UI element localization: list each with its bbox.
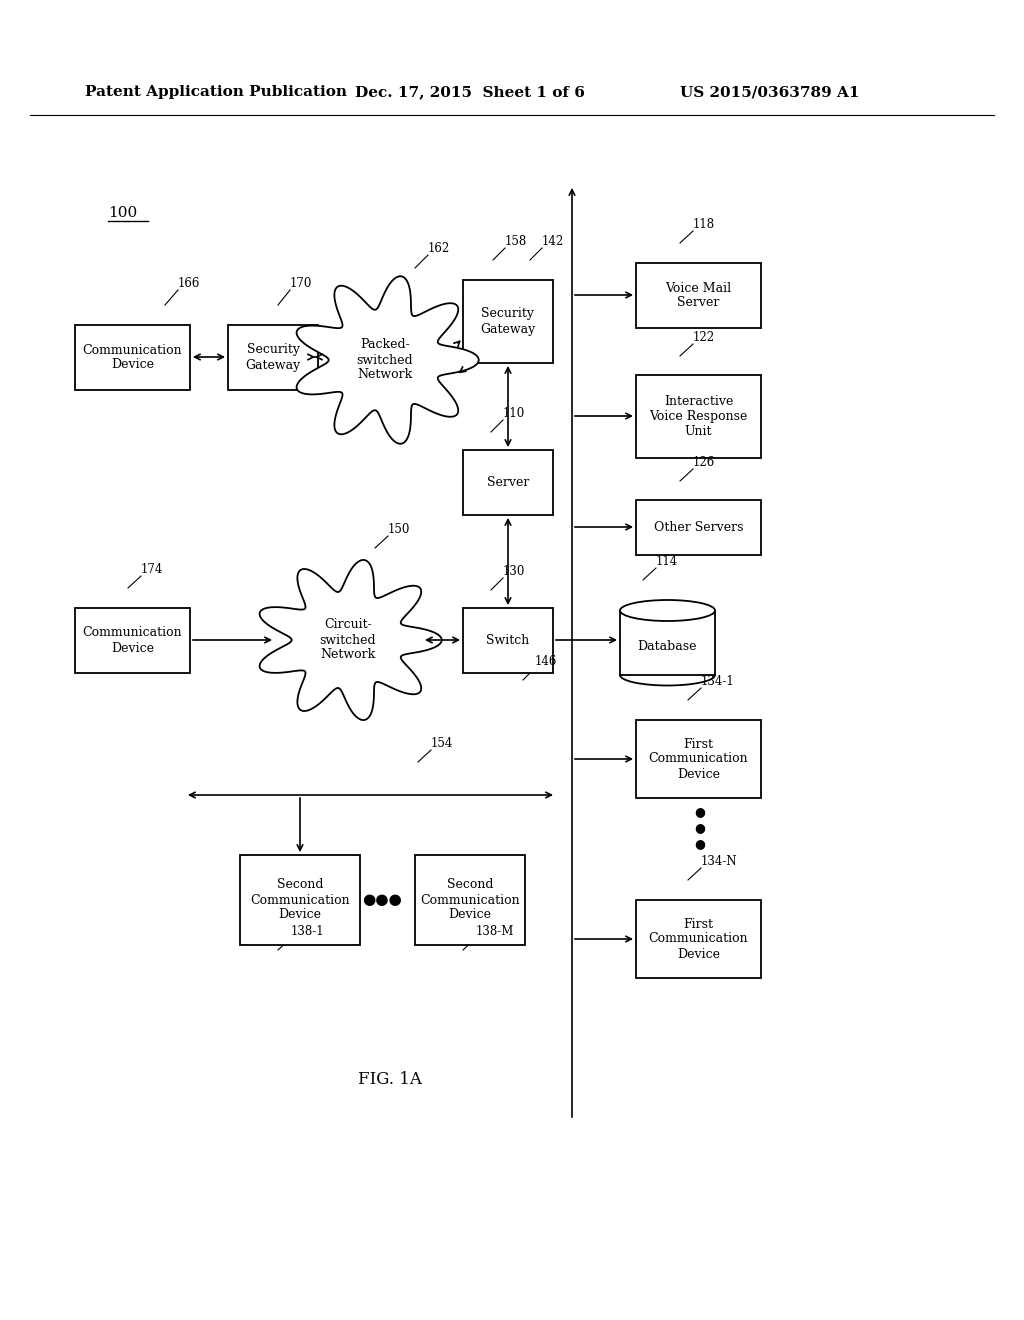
Text: 142: 142 — [542, 235, 564, 248]
Text: 126: 126 — [693, 455, 715, 469]
Bar — [636, 375, 761, 458]
Text: Interactive
Voice Response
Unit: Interactive Voice Response Unit — [649, 395, 748, 438]
Bar — [636, 263, 761, 327]
Bar — [228, 325, 318, 389]
Text: US 2015/0363789 A1: US 2015/0363789 A1 — [680, 84, 859, 99]
Bar — [463, 450, 553, 515]
Text: 162: 162 — [428, 242, 451, 255]
Text: ●: ● — [694, 821, 706, 834]
Text: ●: ● — [694, 837, 706, 850]
Text: Security
Gateway: Security Gateway — [480, 308, 536, 335]
Text: Packed-
switched
Network: Packed- switched Network — [356, 338, 414, 381]
Bar — [415, 855, 525, 945]
Text: First
Communication
Device: First Communication Device — [648, 917, 749, 961]
Text: 138-1: 138-1 — [291, 925, 325, 939]
Text: First
Communication
Device: First Communication Device — [648, 738, 749, 780]
Text: Voice Mail
Server: Voice Mail Server — [666, 281, 731, 309]
Text: 110: 110 — [503, 407, 525, 420]
Text: Security
Gateway: Security Gateway — [246, 343, 301, 371]
PathPatch shape — [259, 560, 441, 721]
Text: Second
Communication
Device: Second Communication Device — [420, 879, 520, 921]
Text: Dec. 17, 2015  Sheet 1 of 6: Dec. 17, 2015 Sheet 1 of 6 — [355, 84, 585, 99]
Text: 146: 146 — [535, 655, 557, 668]
Text: Communication
Device: Communication Device — [83, 627, 182, 655]
Text: ●●●: ●●● — [362, 892, 401, 908]
Text: ●: ● — [694, 805, 706, 818]
Text: 170: 170 — [290, 277, 312, 290]
Text: 174: 174 — [141, 564, 164, 576]
Text: Switch: Switch — [486, 634, 529, 647]
Text: Patent Application Publication: Patent Application Publication — [85, 84, 347, 99]
Text: Other Servers: Other Servers — [653, 521, 743, 535]
Text: 114: 114 — [656, 554, 678, 568]
Text: FIG. 1A: FIG. 1A — [358, 1072, 422, 1089]
Text: 158: 158 — [505, 235, 527, 248]
Text: 154: 154 — [431, 737, 454, 750]
Bar — [636, 900, 761, 978]
Bar — [75, 609, 190, 673]
Text: 166: 166 — [178, 277, 201, 290]
Bar — [75, 325, 190, 389]
Text: 118: 118 — [693, 218, 715, 231]
Text: 134-1: 134-1 — [701, 675, 735, 688]
Text: 100: 100 — [108, 206, 137, 220]
Bar — [240, 855, 360, 945]
Text: 138-M: 138-M — [476, 925, 514, 939]
Bar — [636, 500, 761, 554]
Bar — [620, 610, 715, 675]
Ellipse shape — [620, 601, 715, 620]
PathPatch shape — [297, 276, 479, 444]
Text: 130: 130 — [503, 565, 525, 578]
Text: 122: 122 — [693, 331, 715, 345]
Text: 150: 150 — [388, 523, 411, 536]
Text: 134-N: 134-N — [701, 855, 737, 869]
Bar — [463, 609, 553, 673]
Bar — [636, 719, 761, 799]
Text: Database: Database — [638, 640, 697, 653]
Text: Second
Communication
Device: Second Communication Device — [250, 879, 350, 921]
Text: Circuit-
switched
Network: Circuit- switched Network — [319, 619, 376, 661]
Text: Server: Server — [486, 477, 529, 488]
Text: Communication
Device: Communication Device — [83, 343, 182, 371]
Bar — [463, 280, 553, 363]
